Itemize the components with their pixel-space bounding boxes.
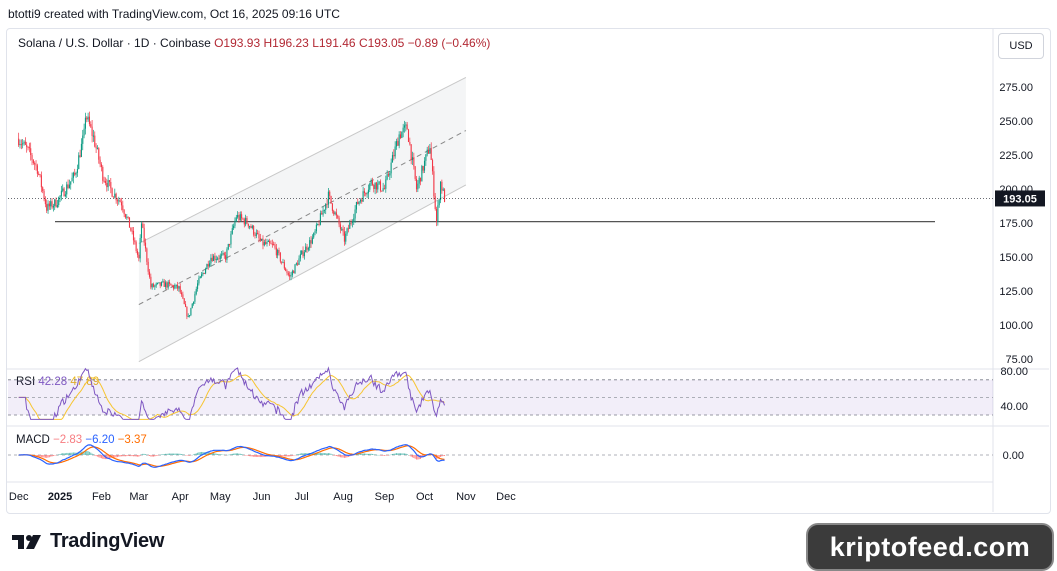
change-value: −0.89 (−0.46%): [407, 36, 491, 50]
low-value: L191.46: [312, 36, 356, 50]
tradingview-logo: TradingView: [12, 530, 164, 553]
macd-label: MACD: [16, 434, 50, 446]
macd-hist-value: −2.83: [53, 434, 83, 446]
macd-value: −6.20: [85, 434, 115, 446]
macd-legend: MACD −2.83 −6.20 −3.37: [16, 434, 147, 446]
kriptofeed-watermark: kriptofeed.com: [806, 523, 1054, 571]
rsi-value: 42.28: [38, 376, 68, 388]
rsi-ma-value: 47.89: [70, 376, 100, 388]
open-value: O193.93: [214, 36, 261, 50]
chart-frame: [6, 28, 1051, 514]
rsi-label: RSI: [16, 376, 36, 388]
attribution-text: btotti9 created with TradingView.com, Oc…: [8, 7, 340, 21]
symbol-label: Solana / U.S. Dollar · 1D · Coinbase: [18, 36, 211, 50]
currency-button[interactable]: USD: [998, 33, 1044, 59]
tradingview-wordmark: TradingView: [50, 530, 165, 552]
close-value: C193.05: [358, 36, 405, 50]
macd-signal-value: −3.37: [117, 434, 147, 446]
tradingview-logo-icon: [12, 534, 41, 549]
symbol-header: Solana / U.S. Dollar · 1D · Coinbase O19…: [18, 36, 490, 50]
rsi-legend: RSI 42.28 47.89: [16, 376, 99, 388]
high-value: H196.23: [263, 36, 309, 50]
